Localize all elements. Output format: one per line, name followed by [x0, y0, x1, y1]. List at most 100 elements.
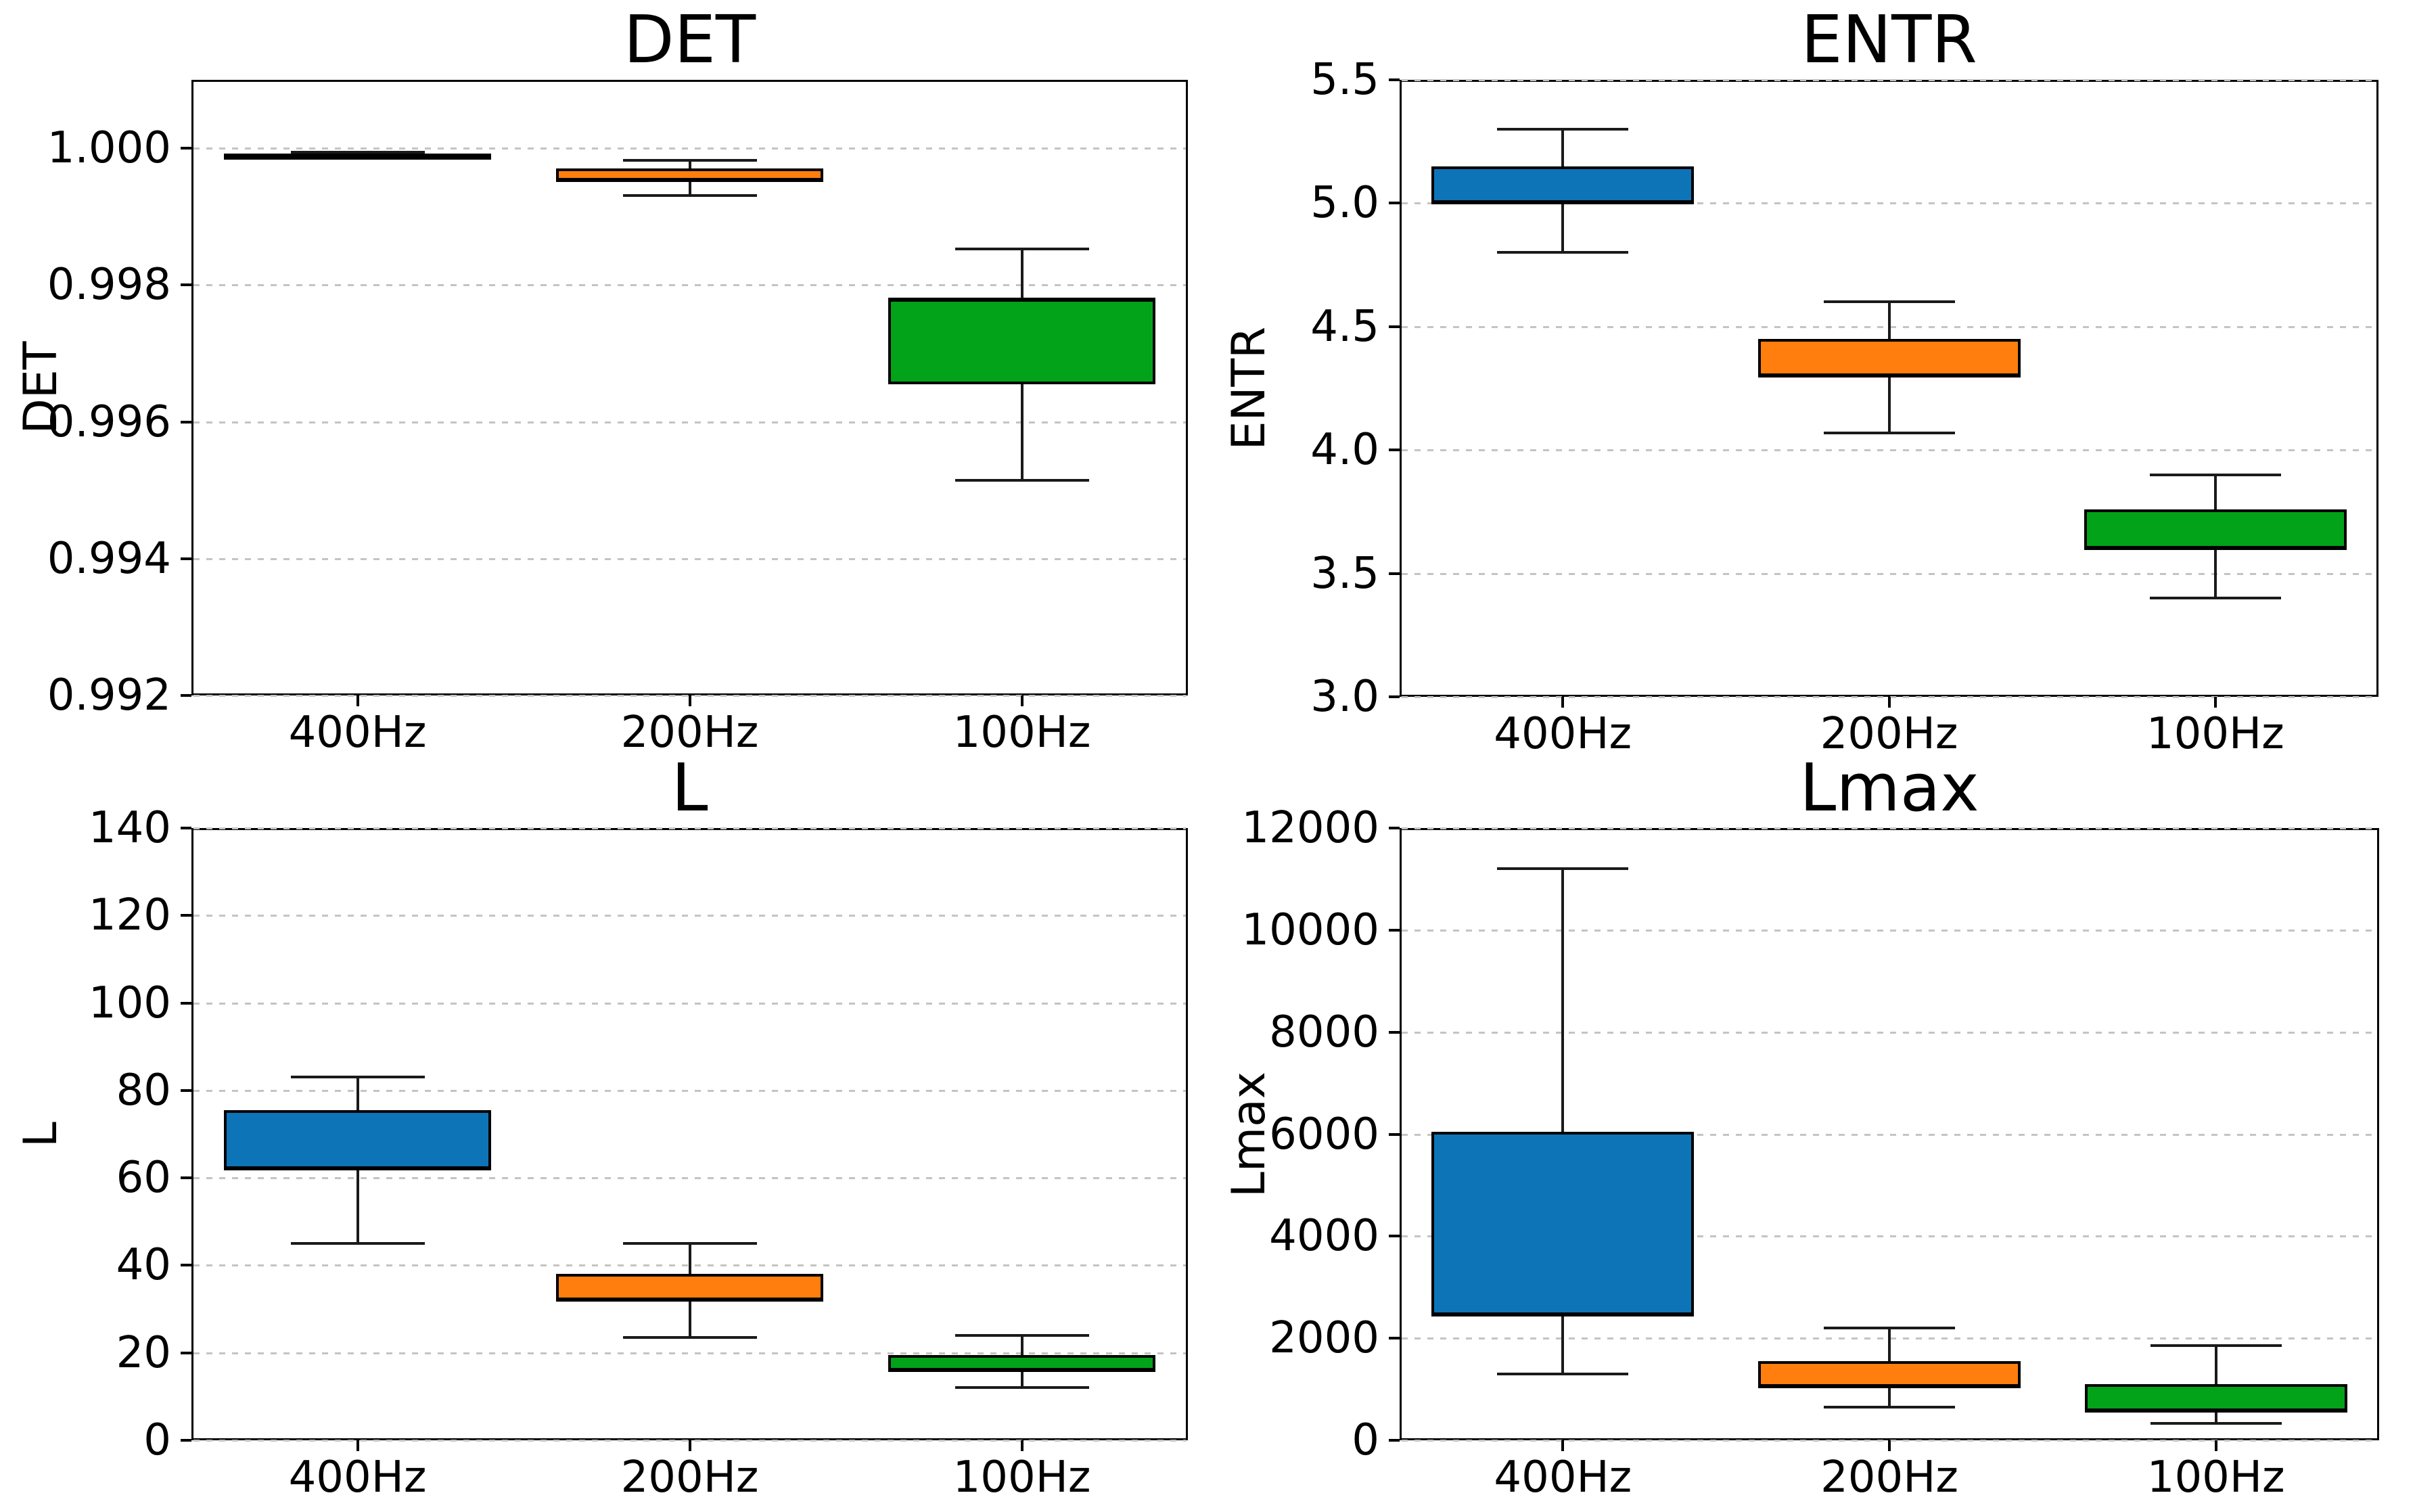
- y-tick-mark: [1389, 1337, 1400, 1340]
- y-tick-mark: [181, 1264, 191, 1267]
- x-tick-mark: [1561, 1440, 1565, 1451]
- y-tick-mark: [181, 557, 191, 560]
- gridline: [193, 147, 1186, 150]
- y-tick-mark: [1389, 202, 1400, 205]
- box-median: [1431, 202, 1695, 205]
- x-tick-label: 200Hz: [620, 708, 759, 758]
- box-whisker-lower: [1020, 384, 1024, 480]
- y-tick-mark: [1389, 1439, 1400, 1442]
- box-cap-top: [2150, 1344, 2282, 1348]
- box-whisker-upper: [1561, 869, 1565, 1132]
- gridline: [1402, 929, 2377, 932]
- box-whisker-upper: [2213, 474, 2217, 509]
- gridline: [1402, 1235, 2377, 1238]
- y-tick-label: 0: [143, 1415, 171, 1465]
- gridline: [1402, 202, 2376, 205]
- box-cap-bottom: [1824, 1405, 1955, 1408]
- box-whisker-lower: [688, 180, 691, 196]
- box-median: [1758, 1385, 2021, 1388]
- y-tick-mark: [181, 283, 191, 287]
- box-whisker-lower: [688, 1300, 691, 1338]
- box-median: [1431, 1314, 1695, 1317]
- y-tick-mark: [181, 694, 191, 697]
- y-tick-mark: [1389, 1235, 1400, 1238]
- y-tick-label: 0.998: [47, 260, 171, 311]
- subplot-title-l: L: [671, 750, 708, 826]
- y-tick-label: 5.0: [1310, 178, 1379, 229]
- boxplot-box-100hz: [888, 1354, 1155, 1371]
- box-cap-top: [1824, 1327, 1955, 1330]
- box-whisker-lower: [1020, 1370, 1024, 1388]
- y-tick-mark: [1389, 928, 1400, 932]
- x-tick-label: 400Hz: [1494, 1452, 1632, 1503]
- gridline: [193, 557, 1186, 560]
- gridline: [193, 915, 1186, 917]
- y-tick-mark: [1389, 1030, 1400, 1034]
- boxplot-box-100hz: [2084, 1384, 2347, 1411]
- box-median: [556, 1299, 823, 1302]
- subplot-title-det: DET: [623, 1, 756, 78]
- gridline: [1402, 1031, 2377, 1034]
- x-tick-mark: [1888, 1440, 1891, 1451]
- subplot-title-lmax: Lmax: [1799, 750, 1979, 826]
- gridline: [1402, 449, 2376, 452]
- box-cap-top: [622, 1242, 757, 1245]
- boxplot-box-400hz: [1431, 166, 1695, 204]
- box-cap-top: [2149, 473, 2281, 476]
- y-tick-label: 10000: [1241, 904, 1379, 955]
- box-median: [888, 297, 1155, 300]
- x-tick-mark: [2213, 697, 2217, 708]
- box-cap-bottom: [954, 478, 1089, 482]
- y-tick-mark: [181, 1439, 191, 1442]
- box-cap-top: [290, 151, 425, 154]
- x-tick-mark: [356, 1440, 359, 1451]
- y-tick-mark: [181, 827, 191, 829]
- y-tick-mark: [181, 147, 191, 150]
- gridline: [193, 1089, 1186, 1092]
- box-median: [556, 179, 823, 182]
- y-tick-label: 80: [116, 1065, 171, 1116]
- box-cap-bottom: [622, 193, 757, 197]
- box-whisker-lower: [1561, 1315, 1565, 1374]
- x-tick-mark: [688, 1440, 691, 1451]
- y-tick-mark: [1389, 695, 1400, 698]
- boxplot-box-100hz: [2084, 509, 2347, 549]
- x-tick-label: 100Hz: [952, 1452, 1091, 1503]
- box-median: [224, 154, 491, 157]
- y-tick-mark: [1389, 827, 1400, 829]
- box-cap-top: [290, 1076, 425, 1079]
- y-tick-mark: [181, 914, 191, 917]
- box-whisker-upper: [1020, 1335, 1024, 1355]
- box-whisker-lower: [356, 1169, 359, 1244]
- y-tick-label: 3.0: [1310, 672, 1379, 722]
- y-tick-mark: [181, 1351, 191, 1354]
- y-tick-label: 8000: [1269, 1007, 1379, 1057]
- boxplot-box-200hz: [1758, 1361, 2021, 1387]
- box-median: [1757, 374, 2021, 377]
- box-cap-bottom: [290, 1242, 425, 1245]
- y-tick-mark: [181, 1176, 191, 1180]
- x-tick-mark: [1020, 1440, 1024, 1451]
- boxplot-box-400hz: [1431, 1131, 1695, 1316]
- box-whisker-upper: [688, 1243, 691, 1275]
- y-tick-label: 6000: [1269, 1109, 1379, 1160]
- x-tick-mark: [356, 695, 359, 706]
- boxplot-box-400hz: [224, 1109, 491, 1170]
- y-tick-mark: [1389, 449, 1400, 452]
- gridline: [193, 421, 1186, 423]
- box-cap-bottom: [622, 1336, 757, 1339]
- x-tick-label: 400Hz: [1494, 709, 1632, 759]
- boxplot-box-200hz: [556, 1274, 823, 1301]
- x-tick-mark: [1887, 697, 1891, 708]
- y-tick-label: 12000: [1241, 803, 1379, 853]
- box-cap-bottom: [2150, 1422, 2282, 1425]
- x-tick-mark: [1561, 697, 1565, 708]
- x-tick-mark: [1020, 695, 1024, 706]
- gridline: [193, 284, 1186, 287]
- y-tick-label: 0.996: [47, 396, 171, 447]
- y-tick-label: 140: [88, 803, 171, 853]
- y-tick-label: 0.994: [47, 533, 171, 584]
- x-tick-label: 200Hz: [620, 1452, 759, 1503]
- y-tick-mark: [181, 1089, 191, 1092]
- box-cap-bottom: [954, 1386, 1089, 1390]
